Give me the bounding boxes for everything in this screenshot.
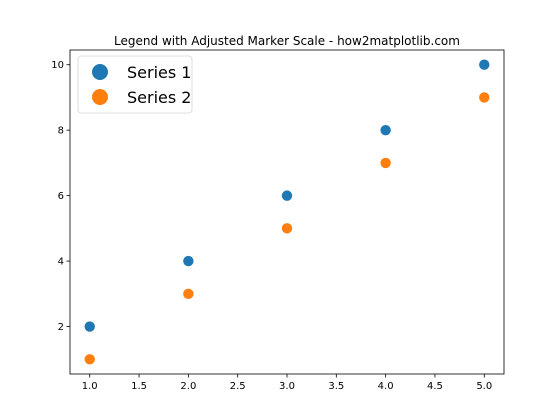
series-1-point — [281, 190, 293, 201]
legend: Series 1 Series 2 — [77, 55, 193, 114]
series-1-point — [380, 124, 391, 136]
y-tick-label: 8 — [58, 126, 64, 137]
series-1-point — [479, 59, 490, 70]
series-2-point — [479, 92, 490, 103]
series-1-point — [183, 255, 194, 267]
series-1-point — [84, 321, 95, 332]
series-2-point — [380, 157, 391, 169]
x-tick-label: 2.0 — [180, 381, 196, 392]
x-tick-label: 3.0 — [279, 381, 295, 392]
y-tick-label: 2 — [58, 322, 64, 333]
x-tick-label: 1.5 — [131, 381, 147, 392]
x-tick-label: 1.0 — [82, 381, 98, 392]
data-points — [84, 59, 490, 365]
x-tick-label: 3.5 — [328, 381, 344, 392]
series-2-point — [183, 288, 194, 300]
x-tick-label: 2.5 — [230, 381, 246, 392]
x-tick-label: 4.0 — [378, 381, 394, 392]
x-tick-label: 5.0 — [476, 381, 492, 392]
legend-label-series-1: Series 1 — [127, 63, 191, 82]
y-tick-label: 4 — [58, 257, 64, 268]
series-2-point — [281, 223, 293, 234]
plot-axes: 1.0 1.5 2.0 2.5 3.0 3.5 4.0 4.5 5.0 2 4 6 8 10 — [51, 49, 505, 392]
legend-marker-series-2 — [92, 89, 108, 105]
chart-title: Legend with Adjusted Marker Scale - how2… — [114, 34, 460, 48]
x-tick-label: 4.5 — [427, 381, 443, 392]
y-tick-label: 10 — [51, 60, 64, 71]
y-tick-label: 6 — [58, 191, 64, 202]
legend-label-series-2: Series 2 — [127, 88, 191, 107]
legend-marker-series-1 — [92, 64, 108, 80]
series-2-point — [84, 354, 95, 365]
